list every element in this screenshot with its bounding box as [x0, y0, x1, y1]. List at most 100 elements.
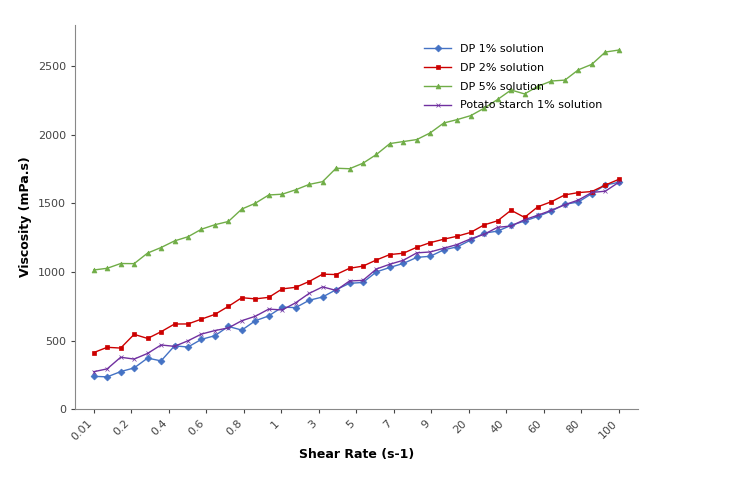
DP 1% solution — [224, 323, 232, 329]
DP 1% solution — [493, 228, 502, 234]
DP 5% solution — [358, 160, 368, 166]
DP 5% solution — [453, 117, 462, 123]
DP 5% solution — [116, 260, 125, 266]
DP 1% solution — [103, 374, 112, 380]
DP 5% solution — [184, 234, 193, 240]
Potato starch 1% solution — [358, 277, 368, 283]
DP 2% solution — [506, 207, 515, 213]
DP 5% solution — [480, 105, 489, 111]
DP 1% solution — [601, 182, 610, 188]
Potato starch 1% solution — [184, 338, 193, 344]
DP 1% solution — [318, 294, 327, 300]
Potato starch 1% solution — [130, 356, 139, 362]
Potato starch 1% solution — [372, 266, 381, 272]
DP 1% solution — [426, 253, 435, 259]
Potato starch 1% solution — [560, 202, 569, 208]
Potato starch 1% solution — [304, 290, 313, 296]
DP 5% solution — [211, 222, 220, 228]
Potato starch 1% solution — [170, 343, 179, 349]
Potato starch 1% solution — [237, 318, 246, 324]
DP 1% solution — [116, 369, 125, 375]
DP 1% solution — [211, 333, 220, 339]
DP 5% solution — [533, 83, 542, 89]
DP 2% solution — [278, 286, 286, 292]
Potato starch 1% solution — [440, 245, 448, 251]
DP 5% solution — [304, 182, 313, 188]
DP 5% solution — [466, 113, 476, 119]
DP 2% solution — [116, 345, 125, 351]
X-axis label: Shear Rate (s-1): Shear Rate (s-1) — [298, 448, 414, 461]
Potato starch 1% solution — [157, 342, 166, 348]
Potato starch 1% solution — [614, 179, 623, 185]
DP 2% solution — [426, 240, 435, 246]
Potato starch 1% solution — [506, 223, 515, 229]
DP 1% solution — [358, 279, 368, 285]
DP 2% solution — [157, 329, 166, 335]
DP 1% solution — [345, 280, 354, 286]
DP 2% solution — [372, 257, 381, 263]
DP 5% solution — [278, 191, 286, 197]
DP 1% solution — [143, 355, 152, 361]
Potato starch 1% solution — [386, 261, 394, 267]
DP 1% solution — [480, 230, 489, 236]
DP 5% solution — [103, 265, 112, 271]
Potato starch 1% solution — [520, 217, 529, 223]
DP 2% solution — [466, 230, 476, 236]
DP 2% solution — [89, 350, 98, 356]
DP 1% solution — [574, 199, 583, 205]
DP 1% solution — [547, 208, 556, 214]
Potato starch 1% solution — [426, 249, 435, 255]
DP 2% solution — [251, 296, 260, 302]
Line: Potato starch 1% solution: Potato starch 1% solution — [92, 180, 621, 374]
DP 2% solution — [237, 295, 246, 301]
DP 1% solution — [278, 304, 286, 310]
DP 2% solution — [143, 335, 152, 341]
DP 5% solution — [574, 67, 583, 73]
DP 5% solution — [157, 245, 166, 250]
DP 2% solution — [197, 316, 206, 322]
DP 2% solution — [264, 294, 273, 300]
DP 2% solution — [224, 303, 232, 309]
DP 2% solution — [453, 233, 462, 239]
DP 2% solution — [386, 251, 394, 257]
Potato starch 1% solution — [533, 212, 542, 218]
Potato starch 1% solution — [224, 325, 232, 331]
DP 2% solution — [533, 204, 542, 210]
DP 2% solution — [130, 331, 139, 337]
Potato starch 1% solution — [587, 190, 596, 196]
Potato starch 1% solution — [278, 307, 286, 313]
DP 2% solution — [318, 271, 327, 277]
DP 5% solution — [399, 139, 408, 145]
Potato starch 1% solution — [264, 306, 273, 312]
DP 2% solution — [520, 215, 529, 221]
Potato starch 1% solution — [197, 331, 206, 337]
Potato starch 1% solution — [143, 350, 152, 356]
DP 2% solution — [614, 176, 623, 182]
DP 5% solution — [587, 61, 596, 67]
DP 2% solution — [103, 344, 112, 350]
DP 5% solution — [614, 47, 623, 53]
Legend: DP 1% solution, DP 2% solution, DP 5% solution, Potato starch 1% solution: DP 1% solution, DP 2% solution, DP 5% so… — [418, 38, 608, 116]
DP 2% solution — [440, 236, 448, 242]
Potato starch 1% solution — [345, 278, 354, 284]
Potato starch 1% solution — [251, 313, 260, 319]
Line: DP 5% solution: DP 5% solution — [92, 47, 621, 272]
DP 5% solution — [547, 78, 556, 84]
DP 5% solution — [372, 152, 381, 158]
DP 5% solution — [426, 130, 435, 136]
Line: DP 1% solution: DP 1% solution — [92, 180, 621, 379]
DP 1% solution — [264, 313, 273, 319]
DP 5% solution — [386, 141, 394, 147]
DP 5% solution — [224, 219, 232, 225]
DP 5% solution — [506, 87, 515, 93]
DP 1% solution — [237, 327, 246, 333]
DP 2% solution — [304, 278, 313, 284]
DP 1% solution — [170, 343, 179, 349]
Potato starch 1% solution — [89, 369, 98, 375]
DP 2% solution — [332, 271, 340, 277]
Potato starch 1% solution — [332, 287, 340, 293]
DP 1% solution — [184, 344, 193, 350]
DP 1% solution — [453, 244, 462, 250]
DP 1% solution — [372, 269, 381, 275]
DP 1% solution — [157, 358, 166, 364]
